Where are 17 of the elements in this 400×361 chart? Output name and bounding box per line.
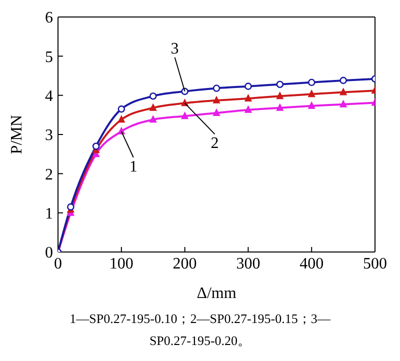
series-label: 1 (129, 158, 138, 176)
x-tick-label: 400 (300, 255, 324, 272)
text: 2 (210, 135, 219, 152)
x-tick-label: 100 (109, 255, 134, 272)
y-tick-label: 6 (45, 10, 53, 27)
series-label: 3 (170, 40, 179, 58)
x-tick-label: 500 (363, 255, 387, 272)
y-tick-label: 3 (45, 127, 53, 144)
x-tick-label: 200 (172, 255, 197, 272)
y-tick-label: 5 (45, 48, 53, 66)
y-axis-title: P/MN (8, 114, 26, 154)
x-axis-title: Δ/mm (196, 285, 237, 302)
y-tick-label: 4 (45, 88, 53, 106)
x-tick-label: 300 (236, 255, 260, 272)
y-tick-label: 2 (45, 166, 53, 184)
y-tick-label: 1 (45, 206, 53, 223)
text: 1—SP0.27-195-0.10；2—SP0.27-195-0.15；3—SP0.27-195-0.20。 (69, 310, 331, 350)
